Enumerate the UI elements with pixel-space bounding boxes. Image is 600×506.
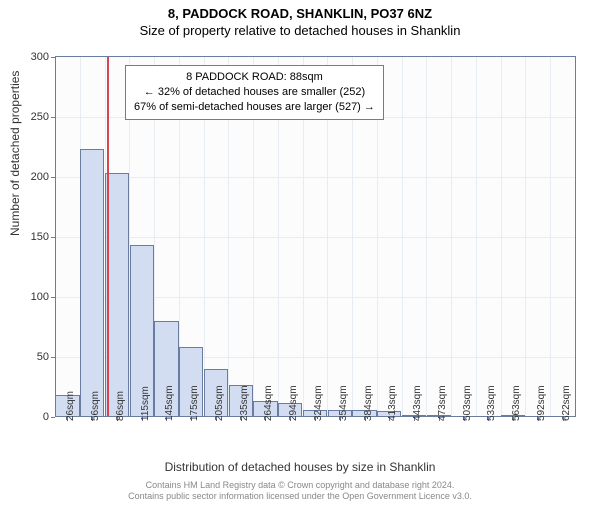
histogram-bar bbox=[80, 149, 104, 417]
x-tick-label: 592sqm bbox=[536, 385, 547, 421]
y-axis-label: Number of detached properties bbox=[8, 71, 22, 236]
gridline-v bbox=[501, 57, 502, 417]
x-tick-label: 533sqm bbox=[486, 385, 497, 421]
annotation-line: 67% of semi-detached houses are larger (… bbox=[134, 100, 375, 115]
annotation-box: 8 PADDOCK ROAD: 88sqm← 32% of detached h… bbox=[125, 65, 384, 120]
footer-line-2: Contains public sector information licen… bbox=[0, 491, 600, 502]
y-tick-mark bbox=[51, 57, 55, 58]
annotation-line: 8 PADDOCK ROAD: 88sqm bbox=[134, 70, 375, 85]
footer-attribution: Contains HM Land Registry data © Crown c… bbox=[0, 480, 600, 502]
gridline-v bbox=[476, 57, 477, 417]
x-tick-label: 443sqm bbox=[412, 385, 423, 421]
x-tick-label: 384sqm bbox=[363, 385, 374, 421]
footer-line-1: Contains HM Land Registry data © Crown c… bbox=[0, 480, 600, 491]
y-tick-label: 300 bbox=[31, 51, 49, 63]
gridline-v bbox=[525, 57, 526, 417]
x-tick-label: 56sqm bbox=[90, 391, 101, 421]
x-tick-label: 563sqm bbox=[511, 385, 522, 421]
chart-title-main: 8, PADDOCK ROAD, SHANKLIN, PO37 6NZ bbox=[0, 6, 600, 21]
y-tick-label: 100 bbox=[31, 291, 49, 303]
y-tick-mark bbox=[51, 417, 55, 418]
reference-line bbox=[107, 57, 109, 417]
x-tick-label: 622sqm bbox=[561, 385, 572, 421]
gridline-v bbox=[451, 57, 452, 417]
gridline-v bbox=[402, 57, 403, 417]
y-tick-label: 150 bbox=[31, 231, 49, 243]
x-tick-label: 294sqm bbox=[288, 385, 299, 421]
y-tick-label: 0 bbox=[43, 411, 49, 423]
gridline-h bbox=[55, 237, 575, 238]
y-tick-mark bbox=[51, 177, 55, 178]
y-tick-label: 200 bbox=[31, 171, 49, 183]
y-tick-mark bbox=[51, 357, 55, 358]
x-tick-label: 175sqm bbox=[189, 385, 200, 421]
annotation-line: ← 32% of detached houses are smaller (25… bbox=[134, 85, 375, 100]
x-tick-label: 26sqm bbox=[65, 391, 76, 421]
x-tick-label: 115sqm bbox=[140, 386, 151, 421]
x-tick-label: 354sqm bbox=[338, 385, 349, 421]
x-axis-label: Distribution of detached houses by size … bbox=[0, 460, 600, 474]
x-tick-label: 205sqm bbox=[214, 385, 225, 421]
gridline-v bbox=[426, 57, 427, 417]
x-tick-label: 473sqm bbox=[437, 385, 448, 421]
x-tick-label: 503sqm bbox=[462, 385, 473, 421]
gridline-v bbox=[550, 57, 551, 417]
y-tick-mark bbox=[51, 237, 55, 238]
x-tick-label: 264sqm bbox=[263, 385, 274, 421]
x-tick-label: 235sqm bbox=[239, 385, 250, 421]
gridline-h bbox=[55, 177, 575, 178]
x-tick-label: 145sqm bbox=[164, 385, 175, 421]
y-axis-line bbox=[55, 57, 56, 417]
x-tick-label: 86sqm bbox=[115, 391, 126, 421]
y-tick-label: 250 bbox=[31, 111, 49, 123]
x-tick-label: 324sqm bbox=[313, 385, 324, 421]
x-tick-label: 413sqm bbox=[387, 385, 398, 421]
y-tick-label: 50 bbox=[37, 351, 49, 363]
y-tick-mark bbox=[51, 117, 55, 118]
y-tick-mark bbox=[51, 297, 55, 298]
chart-plot-area: 8 PADDOCK ROAD: 88sqm← 32% of detached h… bbox=[55, 56, 576, 417]
chart-title-sub: Size of property relative to detached ho… bbox=[0, 23, 600, 38]
